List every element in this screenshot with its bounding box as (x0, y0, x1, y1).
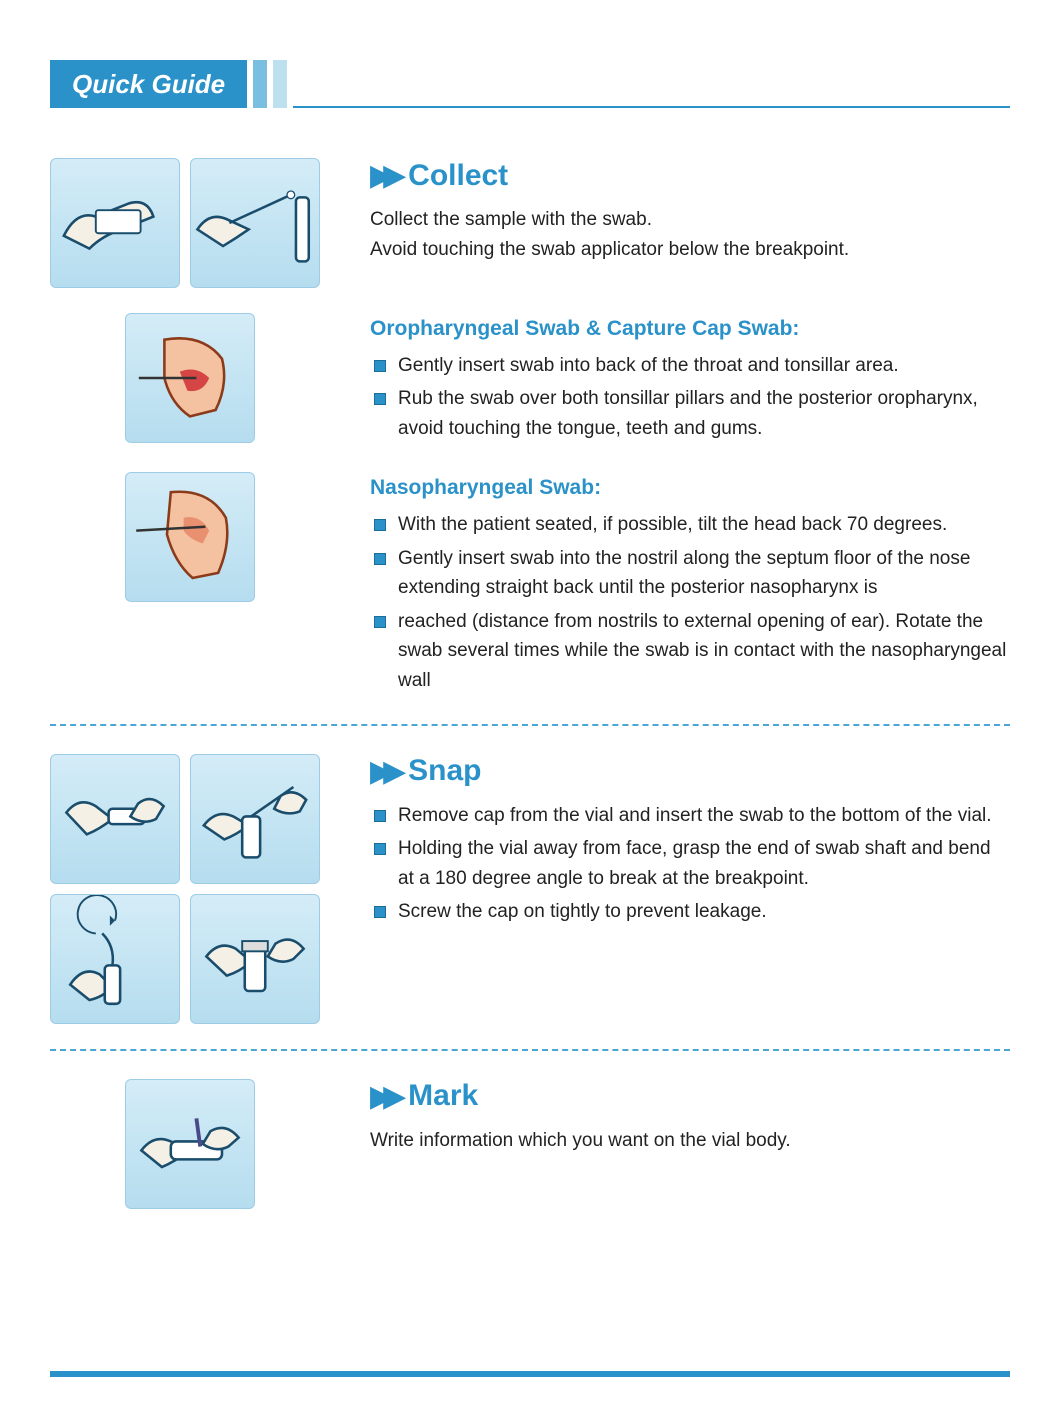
chevron-icon: ▶▶ (370, 158, 396, 193)
mark-heading: ▶▶ Mark (370, 1079, 1010, 1114)
snap-title: Snap (408, 754, 481, 788)
footer-rule (50, 1371, 1010, 1377)
collect-images (50, 158, 340, 288)
section-collect: ▶▶ Collect Collect the sample with the s… (50, 158, 1010, 288)
section-nasopharyngeal: Nasopharyngeal Swab: With the patient se… (50, 472, 1010, 699)
snap-bullet-3: Screw the cap on tightly to prevent leak… (370, 897, 1010, 926)
illustration-nasal-swab (125, 472, 255, 602)
oro-text: Oropharyngeal Swab & Capture Cap Swab: G… (370, 313, 1010, 447)
oro-bullet-1: Gently insert swab into back of the thro… (370, 351, 1010, 380)
snap-text: ▶▶ Snap Remove cap from the vial and ins… (370, 754, 1010, 1024)
mark-images (50, 1079, 340, 1209)
section-snap: ▶▶ Snap Remove cap from the vial and ins… (50, 754, 1010, 1024)
collect-intro-2: Avoid touching the swab applicator below… (370, 235, 1010, 265)
naso-bullets: With the patient seated, if possible, ti… (370, 510, 1010, 695)
header-accent-1 (253, 60, 267, 108)
collect-text: ▶▶ Collect Collect the sample with the s… (370, 158, 1010, 288)
illustration-throat-swab (125, 313, 255, 443)
naso-text: Nasopharyngeal Swab: With the patient se… (370, 472, 1010, 699)
snap-bullet-1: Remove cap from the vial and insert the … (370, 801, 1010, 830)
mark-body: Write information which you want on the … (370, 1126, 1010, 1156)
snap-images (50, 754, 340, 1024)
snap-heading: ▶▶ Snap (370, 754, 1010, 789)
section-oropharyngeal: Oropharyngeal Swab & Capture Cap Swab: G… (50, 313, 1010, 447)
mark-title: Mark (408, 1079, 478, 1113)
oro-images (50, 313, 340, 447)
naso-bullet-2: Gently insert swab into the nostril alon… (370, 544, 1010, 603)
oro-heading: Oropharyngeal Swab & Capture Cap Swab: (370, 317, 1010, 341)
divider-1 (50, 724, 1010, 726)
naso-bullet-1: With the patient seated, if possible, ti… (370, 510, 1010, 539)
illustration-insert-swab (190, 754, 320, 884)
illustration-break-swab (50, 894, 180, 1024)
illustration-open-package (50, 158, 180, 288)
oro-bullet-2: Rub the swab over both tonsillar pillars… (370, 384, 1010, 443)
naso-images (50, 472, 340, 699)
section-mark: ▶▶ Mark Write information which you want… (50, 1079, 1010, 1209)
illustration-write-vial (125, 1079, 255, 1209)
illustration-swab-vial (190, 158, 320, 288)
mark-text: ▶▶ Mark Write information which you want… (370, 1079, 1010, 1209)
naso-heading: Nasopharyngeal Swab: (370, 476, 1010, 500)
chevron-icon: ▶▶ (370, 754, 396, 789)
collect-heading: ▶▶ Collect (370, 158, 1010, 193)
header-accent-2 (273, 60, 287, 108)
page-title: Quick Guide (50, 60, 247, 108)
oro-bullets: Gently insert swab into back of the thro… (370, 351, 1010, 443)
chevron-icon: ▶▶ (370, 1079, 396, 1114)
snap-bullets: Remove cap from the vial and insert the … (370, 801, 1010, 927)
collect-intro-1: Collect the sample with the swab. (370, 205, 1010, 235)
illustration-screw-cap (190, 894, 320, 1024)
header-rule (293, 60, 1010, 108)
snap-bullet-2: Holding the vial away from face, grasp t… (370, 834, 1010, 893)
divider-2 (50, 1049, 1010, 1051)
header: Quick Guide (50, 60, 1010, 108)
naso-bullet-3: reached (distance from nostrils to exter… (370, 607, 1010, 695)
illustration-remove-cap (50, 754, 180, 884)
collect-title: Collect (408, 159, 508, 193)
